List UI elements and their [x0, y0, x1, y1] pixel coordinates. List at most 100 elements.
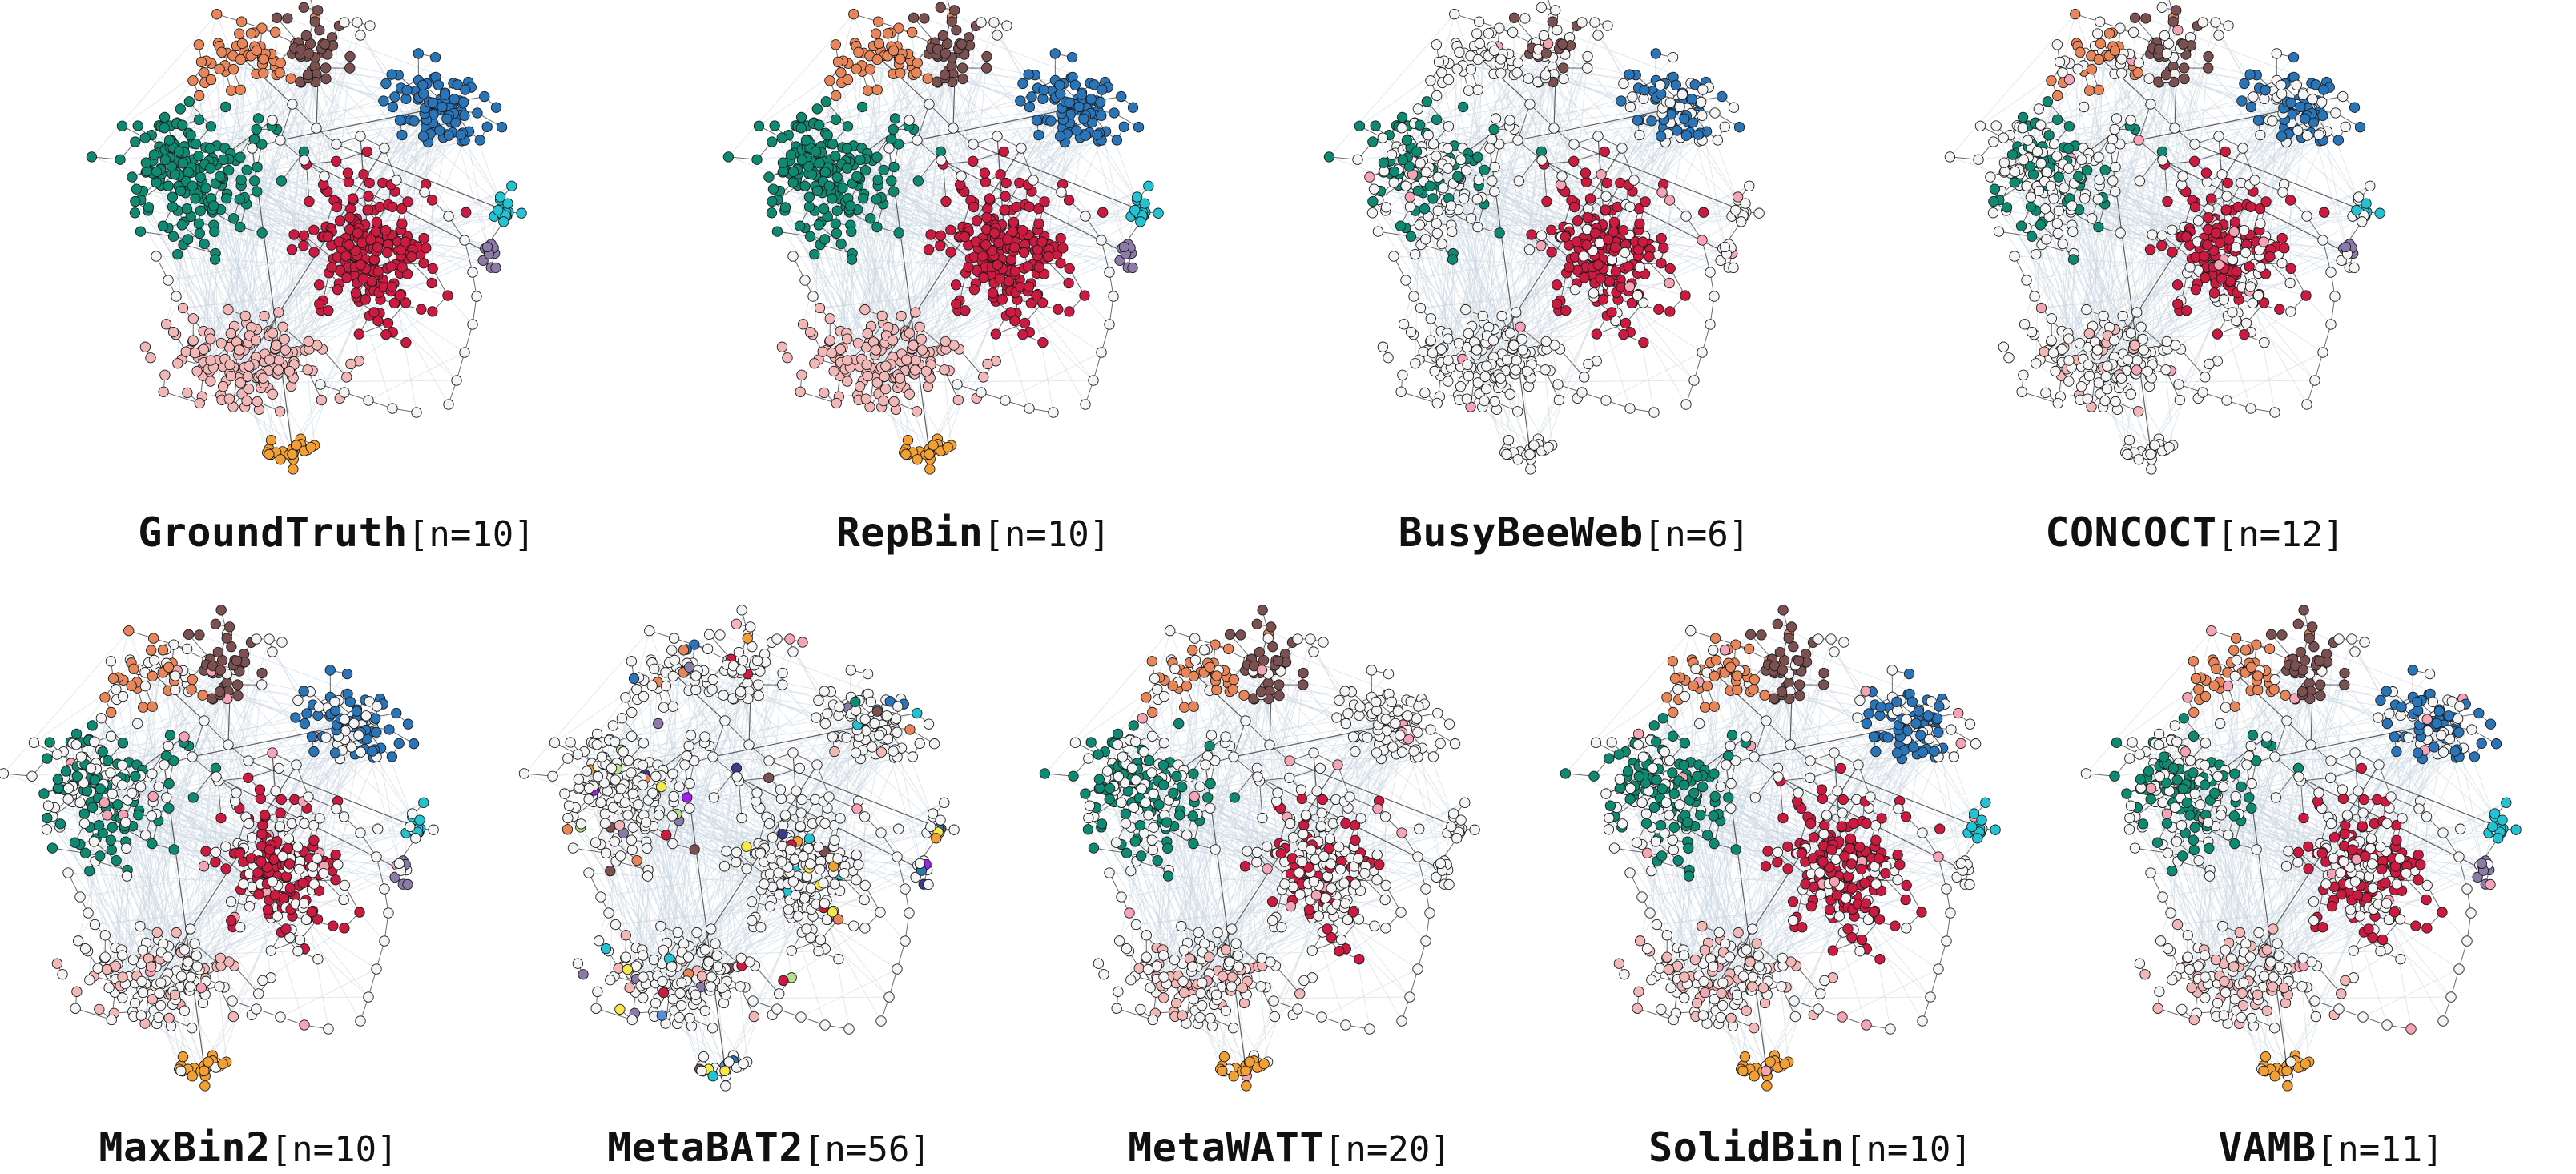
graph-edge: [929, 291, 1008, 454]
contig-node: [823, 180, 835, 191]
contig-node: [1131, 191, 1143, 203]
contig-node: [352, 17, 363, 28]
contig-node: [852, 337, 864, 349]
contig-node: [1033, 129, 1044, 141]
contig-node: [252, 113, 264, 124]
contig-node: [223, 393, 235, 404]
graph-edge: [1541, 6, 1577, 26]
contig-node: [976, 387, 987, 398]
contig-node: [245, 28, 257, 39]
contig-node: [945, 224, 956, 235]
contig-node: [355, 259, 366, 271]
graph-edge: [1454, 14, 1561, 301]
contig-node: [418, 232, 429, 244]
contig-node: [314, 298, 325, 310]
graph-edge: [292, 291, 371, 454]
contig-node: [341, 372, 352, 383]
contig-node: [171, 291, 182, 302]
contig-node: [1025, 297, 1037, 309]
contig-node: [871, 151, 883, 163]
contig-node: [426, 277, 437, 289]
graph-edge: [785, 207, 877, 378]
contig-node: [855, 154, 866, 166]
contig-node: [1066, 51, 1078, 63]
contig-node: [1055, 258, 1066, 269]
contig-node: [998, 146, 1009, 158]
contig-node: [928, 440, 939, 451]
graph-edge: [199, 95, 251, 345]
contig-node: [427, 263, 438, 275]
contig-node: [459, 235, 470, 246]
contig-node: [379, 143, 390, 154]
contig-node: [779, 202, 791, 213]
contig-node: [467, 319, 478, 330]
contig-node: [151, 166, 163, 178]
contig-node: [199, 238, 210, 250]
contig-node: [417, 79, 429, 90]
contig-graph: [86, 0, 527, 475]
contig-node: [320, 62, 332, 74]
contig-node: [835, 238, 847, 250]
contig-node: [372, 266, 384, 277]
contig-node: [1114, 255, 1125, 266]
contig-node: [976, 17, 987, 28]
contig-node: [182, 387, 193, 399]
contig-node: [1118, 121, 1129, 132]
contig-node: [810, 146, 822, 157]
contig-node: [824, 335, 835, 346]
contig-node: [999, 204, 1011, 215]
contig-node: [275, 454, 286, 465]
contig-node: [302, 69, 314, 81]
contig-node: [409, 115, 420, 127]
contig-node: [1063, 277, 1074, 289]
contig-node: [193, 151, 204, 162]
contig-node: [1064, 263, 1075, 275]
contig-node: [305, 441, 316, 453]
contig-node: [387, 201, 398, 212]
contig-node: [1017, 224, 1028, 236]
contig-node: [876, 310, 888, 322]
contig-node: [276, 175, 287, 187]
graph-edge: [322, 300, 393, 333]
contig-node: [1143, 180, 1154, 191]
contig-node: [722, 151, 735, 163]
contig-node: [516, 207, 527, 219]
graph-edge: [332, 37, 484, 261]
contig-node: [267, 388, 278, 400]
contig-node: [971, 215, 983, 227]
graph-edge: [792, 255, 992, 268]
contig-node: [1064, 97, 1075, 108]
graph-edge: [839, 139, 918, 366]
contig-node: [249, 175, 260, 187]
contig-node: [220, 101, 231, 113]
contig-node: [257, 372, 269, 384]
contig-node: [886, 175, 897, 187]
contig-node: [343, 176, 355, 188]
contig-node: [910, 355, 921, 366]
contig-node: [205, 121, 217, 132]
contig-node: [264, 354, 276, 365]
contig-node: [865, 213, 876, 224]
contig-node: [187, 313, 199, 324]
panel-caption: RepBin[n=10]: [757, 513, 1189, 553]
contig-node: [284, 365, 296, 377]
contig-node: [494, 191, 506, 203]
contig-node: [326, 262, 337, 273]
contig-node: [889, 113, 901, 124]
contig-node: [308, 224, 320, 235]
contig-node: [857, 101, 868, 113]
contig-node: [506, 180, 517, 191]
contig-node: [1037, 337, 1049, 348]
contig-node: [968, 284, 980, 296]
contig-node: [751, 154, 763, 165]
contig-node: [924, 448, 935, 460]
contig-node: [1079, 290, 1090, 301]
contig-node: [957, 62, 968, 74]
contig-node: [767, 136, 778, 147]
graph-edge: [1004, 352, 1102, 401]
contig-node: [809, 248, 820, 260]
contig-node: [386, 281, 398, 292]
contig-node: [364, 177, 375, 189]
contig-node: [193, 114, 205, 125]
contig-node: [819, 234, 831, 245]
